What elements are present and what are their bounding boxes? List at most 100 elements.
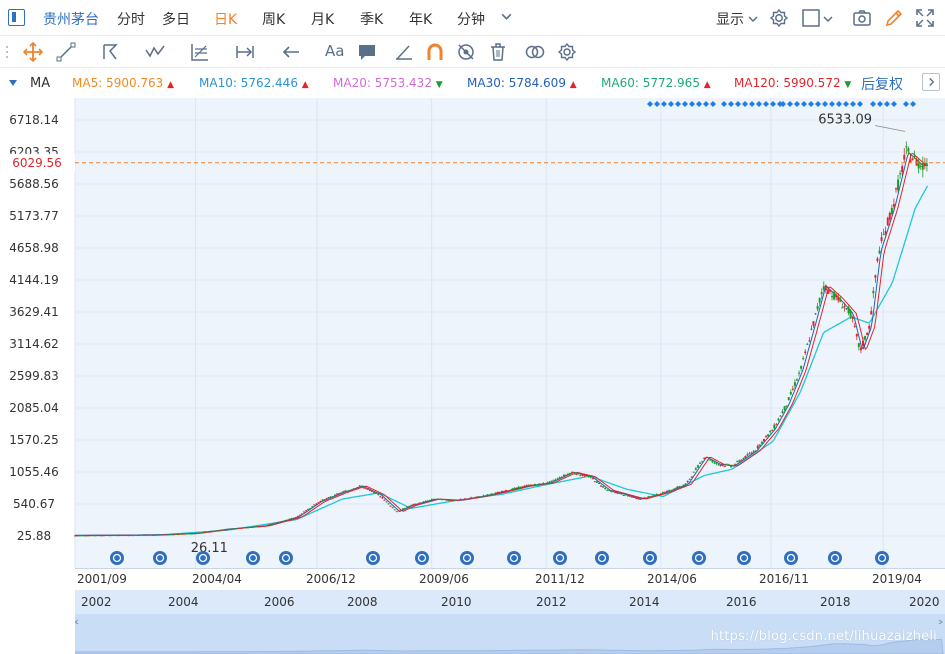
event-marker-icon[interactable] — [692, 551, 706, 565]
event-marker-icon[interactable] — [110, 551, 124, 565]
magnet-icon[interactable] — [425, 42, 445, 62]
candle-body — [325, 498, 328, 500]
ma-nav-button[interactable] — [922, 73, 940, 91]
range-tool-icon[interactable] — [235, 42, 255, 62]
candle-body — [620, 493, 623, 495]
event-marker-icon[interactable] — [595, 551, 609, 565]
candle-body — [387, 503, 390, 505]
ruler-icon[interactable] — [394, 42, 414, 62]
candle-body — [377, 493, 380, 495]
candle-body — [428, 499, 431, 501]
gear-icon[interactable] — [557, 42, 577, 62]
trend-up-icon: ▲ — [703, 80, 711, 90]
dividend-marker — [696, 101, 702, 107]
collapse-triangle-icon[interactable] — [8, 78, 18, 88]
candle-body — [765, 435, 768, 437]
camera-icon[interactable] — [852, 8, 872, 28]
candle-body — [633, 496, 636, 498]
event-marker-icon[interactable] — [828, 551, 842, 565]
candle-body — [560, 477, 563, 479]
dividend-marker — [829, 101, 835, 107]
event-marker-circle — [595, 551, 609, 565]
navigator-right-handle[interactable] — [938, 619, 943, 625]
trash-icon[interactable] — [488, 42, 508, 62]
chevron-down-icon[interactable] — [747, 13, 759, 25]
candle-body — [76, 535, 79, 537]
fibonacci-tool-icon[interactable] — [190, 42, 210, 62]
candle-body — [245, 527, 248, 529]
event-marker-icon[interactable] — [196, 551, 210, 565]
ma-title[interactable]: MA — [30, 76, 51, 91]
max-pointer-line — [875, 125, 906, 132]
kline-chart[interactable]: 6718.14 6203.35 5688.56 5173.77 4658.98 4144.… — [0, 98, 945, 568]
text-tool[interactable]: Aa — [325, 42, 345, 60]
candle-body — [738, 460, 741, 462]
candle-body — [579, 475, 582, 477]
event-marker-ring — [877, 553, 887, 563]
fullscreen-icon[interactable] — [915, 8, 935, 28]
event-marker-icon[interactable] — [553, 551, 567, 565]
display-menu[interactable]: 显示 — [716, 12, 744, 28]
wave-tool-icon[interactable] — [145, 42, 165, 62]
candle-body — [366, 488, 369, 490]
chevron-down-icon[interactable] — [822, 13, 834, 25]
candle-body — [480, 496, 483, 498]
compare-icon[interactable] — [525, 42, 545, 62]
period-tab-minute[interactable]: 分钟 — [457, 12, 485, 28]
event-marker-icon[interactable] — [784, 551, 798, 565]
y-tick-label: 2599.83 — [9, 369, 59, 383]
event-marker-icon[interactable] — [366, 551, 380, 565]
ma10-value: MA10: 5762.446 ▲ — [199, 76, 309, 90]
event-marker-icon[interactable] — [875, 551, 889, 565]
dividend-marker — [910, 101, 916, 107]
candle-body — [127, 535, 130, 537]
period-tab-yearly[interactable]: 年K — [409, 12, 433, 28]
pencil-icon[interactable] — [884, 8, 904, 28]
chart-canvas[interactable]: 6718.146203.355688.565173.774658.984144.… — [0, 98, 945, 568]
candle-body — [529, 484, 532, 487]
y-tick-label: 6718.14 — [9, 113, 59, 127]
period-tab-monthly[interactable]: 月K — [311, 12, 335, 28]
arrow-left-icon[interactable] — [281, 42, 301, 62]
ma20-value: MA20: 5753.432 ▼ — [333, 76, 443, 90]
hide-icon[interactable] — [456, 42, 476, 62]
polygon-tool-icon[interactable] — [101, 42, 121, 62]
move-cross-icon[interactable] — [23, 42, 43, 62]
candle-body — [795, 379, 798, 381]
event-marker-circle — [875, 551, 889, 565]
period-tab-multiday[interactable]: 多日 — [162, 12, 190, 28]
navigator-left-handle[interactable] — [75, 619, 79, 625]
candle-body — [290, 518, 293, 520]
event-marker-icon[interactable] — [460, 551, 474, 565]
stock-name[interactable]: 贵州茅台 — [43, 12, 99, 28]
square-frame-icon[interactable] — [801, 8, 821, 28]
candle-body — [919, 165, 922, 167]
event-marker-icon[interactable] — [279, 551, 293, 565]
event-marker-icon[interactable] — [153, 551, 167, 565]
ma-legend-bar: MA MA5: 5900.763 ▲ MA10: 5762.446 ▲ MA20… — [0, 68, 945, 98]
comment-icon[interactable] — [357, 42, 377, 62]
candle-body — [189, 533, 192, 535]
period-tab-quarterly[interactable]: 季K — [360, 12, 384, 28]
event-marker-icon[interactable] — [507, 551, 521, 565]
drag-handle-icon[interactable] — [4, 42, 10, 62]
range-navigator[interactable]: 2002 2004 2006 2008 2010 2012 2014 2016 2018 2020… — [75, 590, 945, 654]
event-marker-icon[interactable] — [643, 551, 657, 565]
event-marker-icon[interactable] — [415, 551, 429, 565]
event-marker-icon[interactable] — [737, 551, 751, 565]
sidebar-toggle-icon[interactable] — [8, 9, 25, 26]
period-tab-weekly[interactable]: 周K — [262, 12, 286, 28]
period-tab-intraday[interactable]: 分时 — [117, 12, 145, 28]
chevron-down-icon[interactable] — [500, 10, 513, 23]
gear-icon[interactable] — [769, 8, 789, 28]
price-adjust-toggle[interactable]: 后复权 — [861, 77, 903, 93]
trend-line-icon[interactable] — [56, 42, 76, 62]
period-tab-daily[interactable]: 日K — [214, 12, 238, 28]
candle-body — [769, 431, 772, 433]
candle-body — [467, 498, 470, 500]
ma30-value: MA30: 5784.609 ▲ — [467, 76, 577, 90]
navigator-area[interactable] — [75, 590, 945, 654]
event-marker-icon[interactable] — [246, 551, 260, 565]
candle-body — [793, 382, 796, 386]
candle-body — [643, 497, 646, 499]
